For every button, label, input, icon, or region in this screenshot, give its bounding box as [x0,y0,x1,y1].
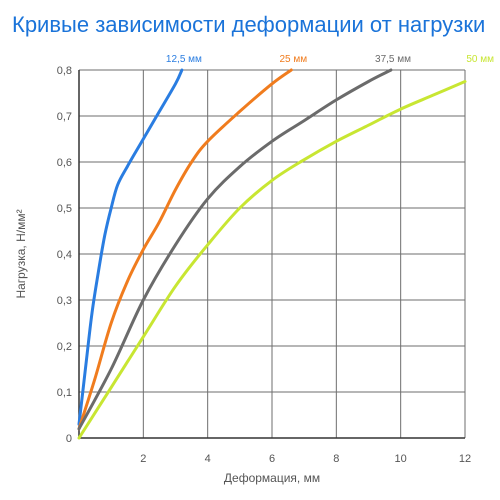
y-tick-label: 0 [66,433,72,445]
y-tick-label: 0,3 [57,295,72,307]
series-labels: 12,5 мм 25 мм 37,5 мм 50 мм [166,54,494,65]
series-line-3 [77,68,393,431]
axes [78,70,465,439]
y-tick-label: 0,6 [57,157,72,169]
series-line-4 [77,80,467,440]
y-tick-label: 0,8 [57,65,72,77]
chart-title: Кривые зависимости деформации от нагрузк… [12,12,486,37]
y-tick-label: 0,4 [57,249,72,261]
series-lines [77,68,467,440]
series-line-2 [77,68,293,431]
series-label-2: 25 мм [279,54,307,65]
y-axis-label: Нагрузка, Н/мм² [14,209,28,298]
x-tick-label: 6 [269,453,275,465]
y-tick-label: 0,2 [57,341,72,353]
grid [79,69,466,438]
y-tick-label: 0,5 [57,203,72,215]
y-tick-label: 0,7 [57,111,72,123]
y-tick-label: 0,1 [57,387,72,399]
series-label-1: 12,5 мм [166,54,202,65]
tick-labels: 0 0,1 0,2 0,3 0,4 0,5 0,6 0,7 0,8 2 4 6 8 10 12 [57,65,471,465]
x-tick-label: 4 [205,453,211,465]
x-tick-label: 10 [395,453,407,465]
series-label-4: 50 мм [466,54,494,65]
series-label-3: 37,5 мм [375,54,411,65]
series-line-1 [77,68,184,426]
x-axis-label: Деформация, мм [224,471,320,485]
x-tick-label: 2 [140,453,146,465]
x-tick-label: 8 [333,453,339,465]
x-tick-label: 12 [459,453,471,465]
